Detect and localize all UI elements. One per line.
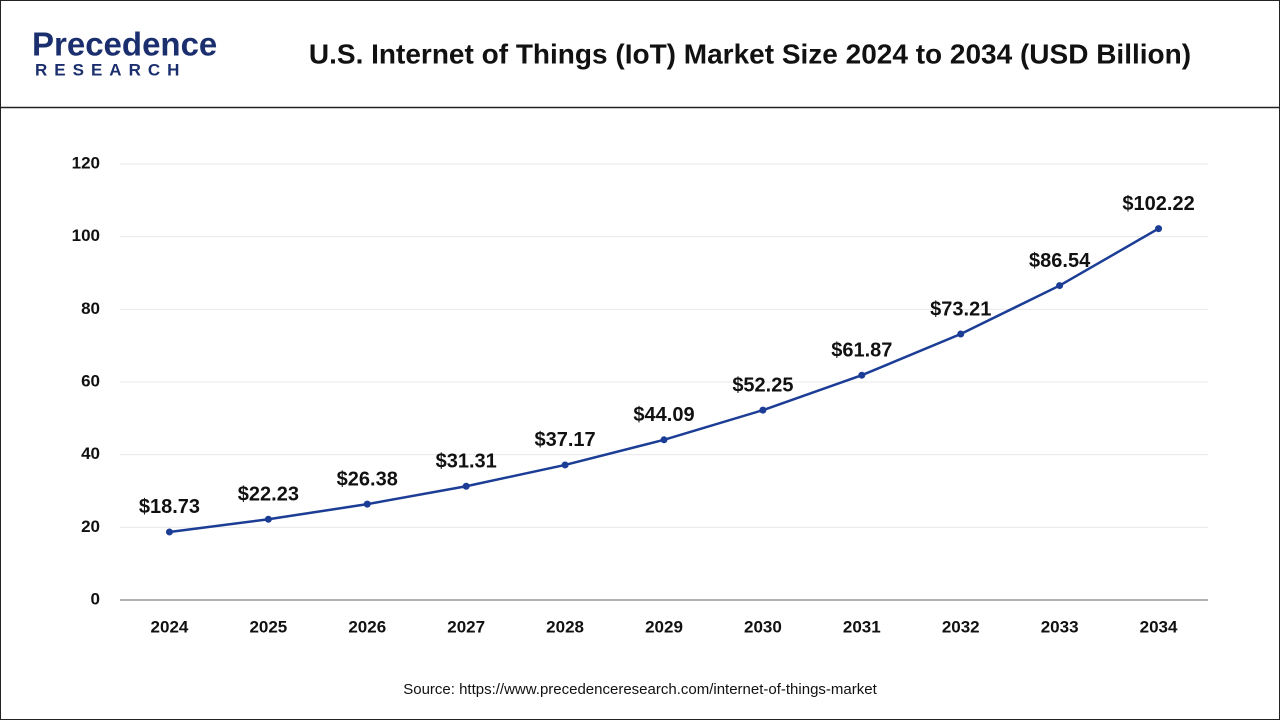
marker	[1155, 225, 1163, 233]
logo-name: Precedence	[32, 26, 217, 63]
y-tick-label: 20	[81, 517, 100, 536]
value-label: $44.09	[633, 404, 694, 426]
chart-title: U.S. Internet of Things (IoT) Market Siz…	[309, 38, 1191, 69]
marker	[957, 330, 965, 338]
value-label: $102.22	[1122, 193, 1194, 215]
source: Source: https://www.precedenceresearch.c…	[403, 681, 877, 698]
marker	[165, 528, 173, 536]
value-label: $31.31	[436, 451, 497, 473]
value-label: $37.17	[535, 429, 596, 451]
marker	[660, 436, 668, 444]
marker	[264, 515, 272, 523]
y-tick-label: 40	[81, 444, 100, 463]
marker	[462, 482, 470, 490]
x-tick-label: 2032	[942, 617, 980, 636]
x-tick-label: 2026	[348, 617, 386, 636]
value-label: $86.54	[1029, 250, 1091, 272]
x-tick-label: 2033	[1041, 617, 1079, 636]
x-tick-label: 2028	[546, 617, 584, 636]
marker	[759, 406, 767, 414]
value-label: $61.87	[831, 339, 892, 361]
x-tick-label: 2027	[447, 617, 485, 636]
x-tick-label: 2025	[249, 617, 287, 636]
x-tick-label: 2024	[151, 617, 189, 636]
value-label: $52.25	[732, 374, 793, 396]
y-tick-label: 0	[91, 589, 100, 608]
value-label: $73.21	[930, 298, 991, 320]
y-tick-label: 80	[81, 299, 100, 318]
value-label: $22.23	[238, 484, 299, 506]
marker	[363, 500, 371, 508]
y-tick-label: 100	[72, 226, 100, 245]
x-tick-label: 2029	[645, 617, 683, 636]
marker	[1056, 282, 1064, 290]
y-tick-label: 60	[81, 371, 100, 390]
marker	[561, 461, 569, 469]
value-label: $18.73	[139, 496, 200, 518]
y-tick-label: 120	[72, 153, 100, 172]
x-tick-label: 2031	[843, 617, 881, 636]
logo-subtitle: RESEARCH	[35, 60, 186, 79]
marker	[858, 371, 866, 379]
x-tick-label: 2034	[1140, 617, 1178, 636]
x-tick-label: 2030	[744, 617, 782, 636]
value-label: $26.38	[337, 468, 398, 490]
